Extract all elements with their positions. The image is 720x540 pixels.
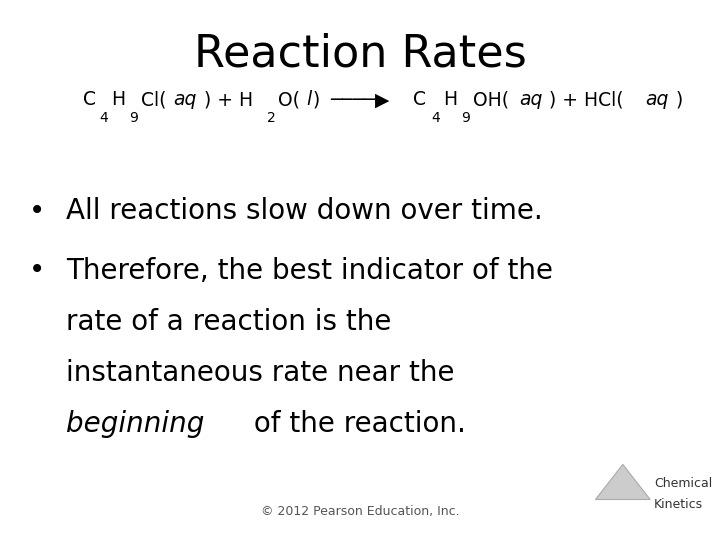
Text: Cl(: Cl( xyxy=(140,90,166,109)
Text: aq: aq xyxy=(646,90,669,109)
Text: C: C xyxy=(407,90,426,109)
Text: Kinetics: Kinetics xyxy=(654,498,703,511)
Text: Reaction Rates: Reaction Rates xyxy=(194,32,526,76)
Text: 4: 4 xyxy=(99,111,108,125)
Text: 9: 9 xyxy=(462,111,470,125)
Text: Chemical: Chemical xyxy=(654,477,712,490)
Text: ────▶: ────▶ xyxy=(330,90,390,109)
Text: Therefore, the best indicator of the: Therefore, the best indicator of the xyxy=(66,256,553,285)
Polygon shape xyxy=(595,464,650,500)
Text: 9: 9 xyxy=(129,111,138,125)
Text: ) + HCl(: ) + HCl( xyxy=(549,90,624,109)
Text: C: C xyxy=(83,90,96,109)
Text: rate of a reaction is the: rate of a reaction is the xyxy=(66,308,392,336)
Text: •: • xyxy=(29,256,45,285)
Text: © 2012 Pearson Education, Inc.: © 2012 Pearson Education, Inc. xyxy=(261,505,459,518)
Text: H: H xyxy=(443,90,457,109)
Text: of the reaction.: of the reaction. xyxy=(245,410,466,438)
Text: ) + H: ) + H xyxy=(204,90,253,109)
Text: O(: O( xyxy=(279,90,300,109)
Text: 2: 2 xyxy=(267,111,276,125)
Text: aq: aq xyxy=(174,90,197,109)
Text: 4: 4 xyxy=(432,111,441,125)
Text: All reactions slow down over time.: All reactions slow down over time. xyxy=(66,197,543,225)
Text: l: l xyxy=(307,90,312,109)
Text: instantaneous rate near the: instantaneous rate near the xyxy=(66,359,455,387)
Text: ): ) xyxy=(313,90,327,109)
Text: beginning: beginning xyxy=(66,410,204,438)
Text: ): ) xyxy=(676,90,683,109)
Text: OH(: OH( xyxy=(472,90,509,109)
Text: •: • xyxy=(29,197,45,225)
Text: H: H xyxy=(111,90,125,109)
Text: aq: aq xyxy=(519,90,543,109)
